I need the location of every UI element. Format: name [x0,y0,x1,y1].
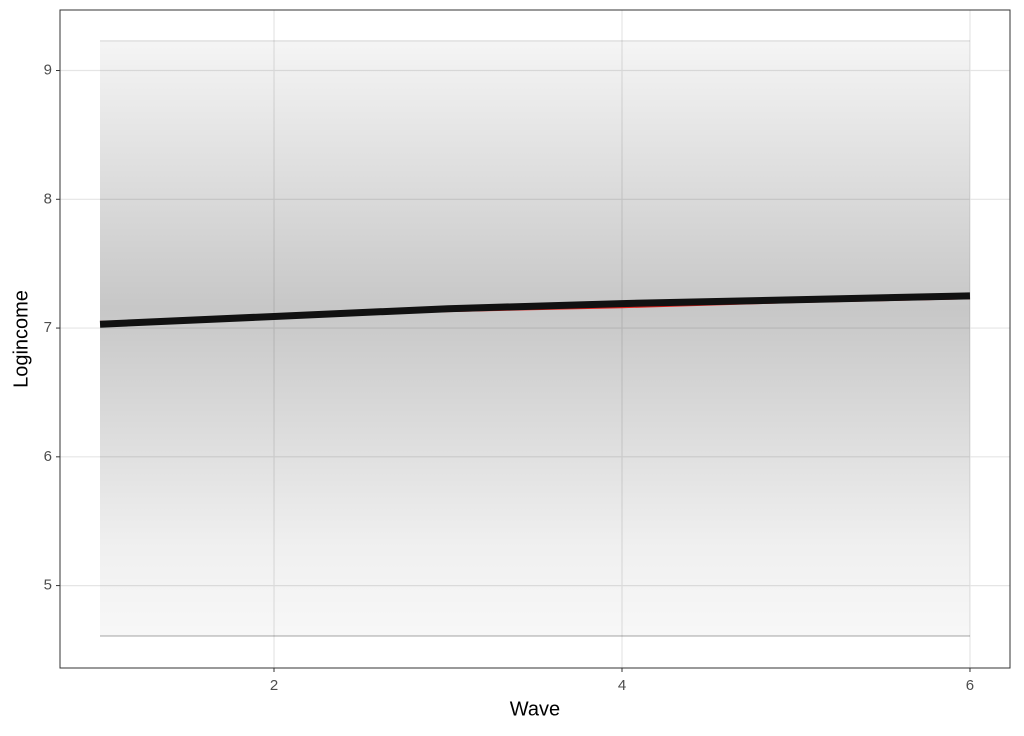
x-tick-label: 4 [618,677,626,694]
y-tick-label: 7 [44,319,52,336]
y-axis-title: Logincome [10,290,32,388]
x-tick-label: 6 [966,677,974,694]
y-tick-label: 5 [44,577,52,594]
plot-border [59,9,1011,669]
trajectory-density [100,40,970,636]
series-line [99,292,971,328]
y-tick-label: 9 [44,61,52,78]
x-axis-title: Wave [510,698,560,720]
x-tick-label: 2 [270,677,278,694]
marks [99,292,971,328]
y-tick-label: 8 [44,190,52,207]
y-tick-label: 6 [44,448,52,465]
